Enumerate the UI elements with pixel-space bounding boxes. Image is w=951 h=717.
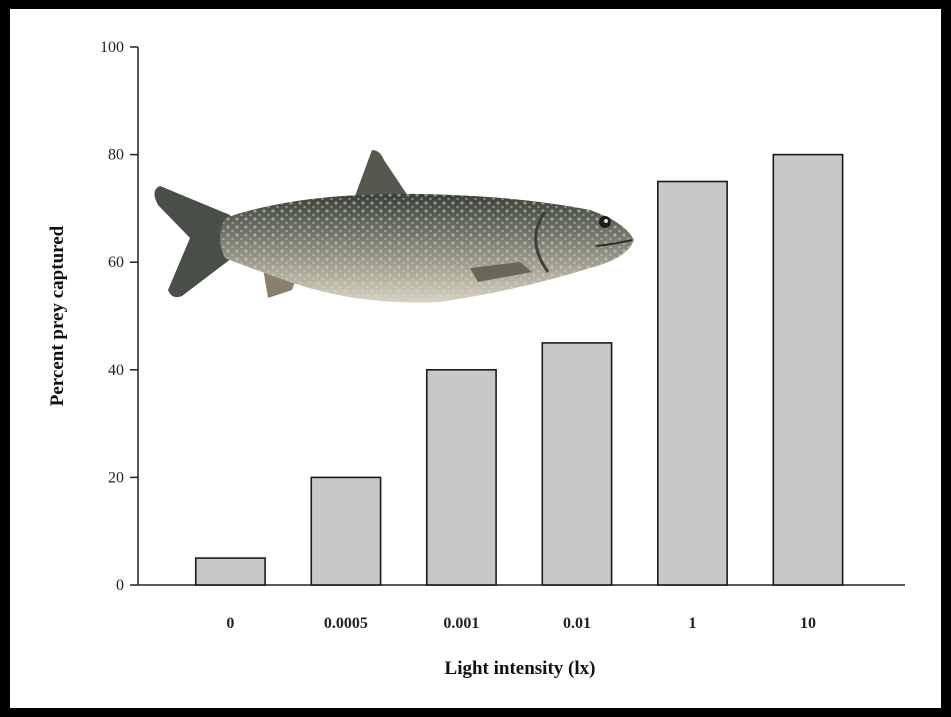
y-tick-label: 100 bbox=[100, 39, 124, 56]
bars bbox=[194, 153, 844, 586]
x-tick-label: 10 bbox=[800, 615, 816, 632]
y-tick-label: 0 bbox=[116, 577, 124, 594]
bar-0 bbox=[194, 557, 266, 586]
x-tick-label: 0.0005 bbox=[324, 615, 368, 632]
x-axis-label: Light intensity (lx) bbox=[445, 658, 596, 679]
x-tick-label: 0.001 bbox=[443, 615, 479, 632]
x-tick-label: 0.01 bbox=[563, 615, 591, 632]
x-tick-label: 0 bbox=[226, 615, 234, 632]
y-tick-label: 60 bbox=[108, 254, 124, 271]
bar-1 bbox=[657, 180, 728, 586]
fish-illustration bbox=[154, 150, 634, 303]
bar-0.001 bbox=[425, 368, 497, 586]
y-tick-label: 20 bbox=[108, 469, 124, 486]
y-axis-label: Percent prey captured bbox=[47, 225, 68, 406]
y-tick-label: 80 bbox=[108, 147, 124, 164]
y-axis: 0 20 40 60 80 100 bbox=[100, 39, 139, 594]
bar-10 bbox=[772, 153, 844, 586]
y-tick-label: 40 bbox=[108, 362, 124, 379]
bar-0.01 bbox=[541, 342, 613, 586]
x-tick-labels: 0 0.0005 0.001 0.01 1 10 bbox=[226, 615, 816, 632]
bar-0.0005 bbox=[310, 476, 382, 586]
x-tick-label: 1 bbox=[688, 615, 696, 632]
